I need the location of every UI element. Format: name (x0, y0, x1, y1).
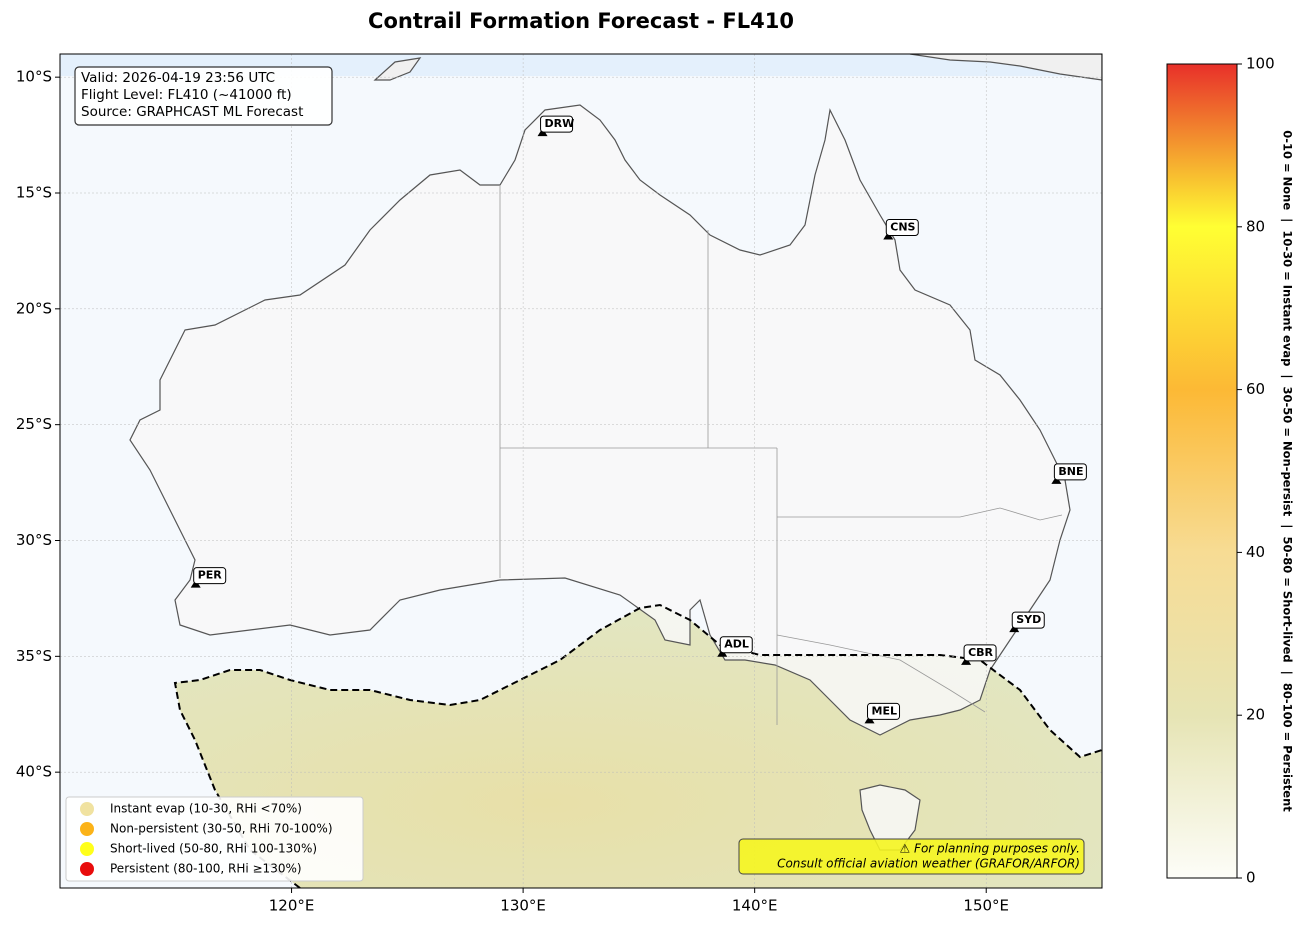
map: PER DRW CNS BNE SYD CBR MEL ADL (60, 54, 1102, 888)
airport-label: SYD (1016, 613, 1041, 626)
zone-boundary (173, 603, 1102, 888)
legend-label: Persistent (80-100, RHi ≥130%) (110, 862, 302, 876)
colorbar-tick-label: 60 (1246, 380, 1265, 398)
airport-label-box (540, 115, 574, 133)
airport-label: PER (198, 569, 223, 582)
info-line: Valid: 2026-04-19 23:56 UTC (81, 70, 275, 86)
airport-label: DRW (545, 117, 575, 130)
disclaimer-line: ⚠ For planning purposes only. (900, 842, 1080, 856)
legend-swatch (80, 842, 94, 856)
colorbar-tick-label: 100 (1246, 55, 1275, 73)
legend-swatch (80, 862, 94, 876)
airport-label-box (963, 644, 997, 662)
colorbar-tick-label: 20 (1246, 706, 1265, 724)
airport-label: ADL (724, 638, 749, 651)
y-tick-label: 25°S (16, 415, 52, 433)
airport-label: MEL (872, 704, 897, 717)
legend-label: Non-persistent (30-50, RHi 70-100%) (110, 822, 333, 836)
disclaimer-line: Consult official aviation weather (GRAFO… (777, 857, 1080, 871)
legend-swatch (80, 822, 94, 836)
disclaimer: ⚠ For planning purposes only. Consult of… (738, 838, 1085, 875)
legend-label: Instant evap (10-30, RHi <70%) (110, 802, 302, 816)
island (373, 57, 422, 81)
y-tick-label: 40°S (16, 763, 52, 781)
new-guinea (909, 54, 1102, 81)
airport-label-box (885, 218, 919, 236)
airport-label-box (1053, 463, 1087, 481)
airport-label: CBR (968, 646, 993, 659)
airport-label-box (867, 702, 901, 720)
australia (129, 104, 1071, 736)
plot-frame (59, 53, 1103, 889)
info-line: Flight Level: FL410 (~41000 ft) (81, 87, 292, 103)
airport-label-box (1011, 611, 1045, 629)
airport-label-box (719, 636, 753, 654)
y-tick-label: 20°S (16, 299, 52, 317)
y-tick-label: 30°S (16, 531, 52, 549)
colorbar-tick-label: 80 (1246, 217, 1265, 235)
y-tick-label: 10°S (16, 68, 52, 86)
airport-label: CNS (890, 220, 915, 233)
chart-title: Contrail Formation Forecast - FL410 (368, 9, 794, 33)
legend-swatch (80, 802, 94, 816)
info-box: Valid: 2026-04-19 23:56 UTC Flight Level… (74, 66, 333, 126)
airport-label-box (193, 567, 227, 585)
colorbar (1166, 63, 1238, 879)
y-tick-label: 15°S (16, 184, 52, 202)
x-tick-label: 140°E (732, 897, 778, 915)
x-tick-label: 150°E (963, 897, 1009, 915)
borders (499, 185, 1063, 725)
legend-label: Short-lived (50-80, RHi 100-130%) (110, 842, 317, 856)
x-tick-label: 120°E (269, 897, 315, 915)
colorbar-label: 0-10 = None | 10-30 = Instant evap | 30-… (1281, 130, 1295, 812)
colorbar-tick-label: 0 (1246, 869, 1256, 887)
info-line: Source: GRAPHCAST ML Forecast (81, 104, 303, 120)
airport-label: BNE (1058, 465, 1083, 478)
y-tick-label: 35°S (16, 647, 52, 665)
x-tick-label: 130°E (500, 897, 546, 915)
legend: Instant evap (10-30, RHi <70%) Non-persis… (65, 796, 364, 882)
colorbar-tick-label: 40 (1246, 543, 1265, 561)
